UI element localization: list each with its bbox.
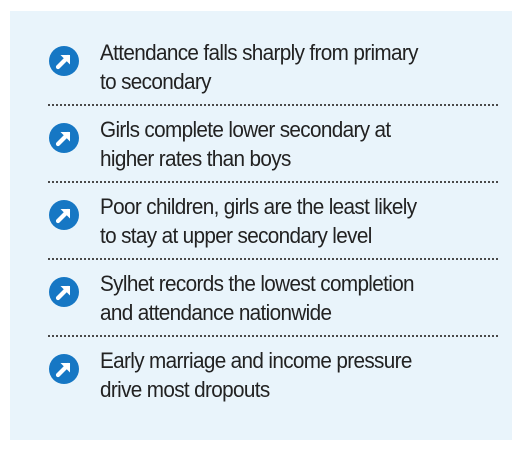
arrow-up-right-icon — [48, 353, 80, 385]
arrow-up-right-icon — [48, 276, 80, 308]
list-item-text: Sylhet records the lowest completion and… — [100, 269, 415, 327]
list-item: Attendance falls sharply from primary to… — [48, 38, 498, 106]
list-item: Girls complete lower secondary at higher… — [48, 106, 498, 183]
list-item-line: to secondary — [100, 69, 211, 94]
list-item-line: Attendance falls sharply from primary — [100, 40, 419, 65]
list-item-line: Poor children, girls are the least likel… — [100, 194, 417, 219]
list-item-line: higher rates than boys — [100, 146, 291, 171]
list-item-line: Sylhet records the lowest completion — [100, 271, 415, 296]
list-item-text: Early marriage and income pressure drive… — [100, 346, 412, 404]
key-findings-panel: Attendance falls sharply from primary to… — [10, 11, 512, 440]
list-item-text: Poor children, girls are the least likel… — [100, 192, 417, 250]
arrow-up-right-icon — [48, 45, 80, 77]
list-item-line: and attendance nationwide — [100, 300, 332, 325]
list-item: Early marriage and income pressure drive… — [48, 337, 498, 414]
arrow-up-right-icon — [48, 199, 80, 231]
arrow-up-right-icon — [48, 122, 80, 154]
list-item: Poor children, girls are the least likel… — [48, 183, 498, 260]
list-item-line: to stay at upper secondary level — [100, 223, 372, 248]
list-item-text: Girls complete lower secondary at higher… — [100, 115, 391, 173]
list-item-line: Early marriage and income pressure — [100, 348, 412, 373]
list-item-line: Girls complete lower secondary at — [100, 117, 391, 142]
list-item-text: Attendance falls sharply from primary to… — [100, 38, 419, 96]
list-item-line: drive most dropouts — [100, 377, 270, 402]
list-item: Sylhet records the lowest completion and… — [48, 260, 498, 337]
